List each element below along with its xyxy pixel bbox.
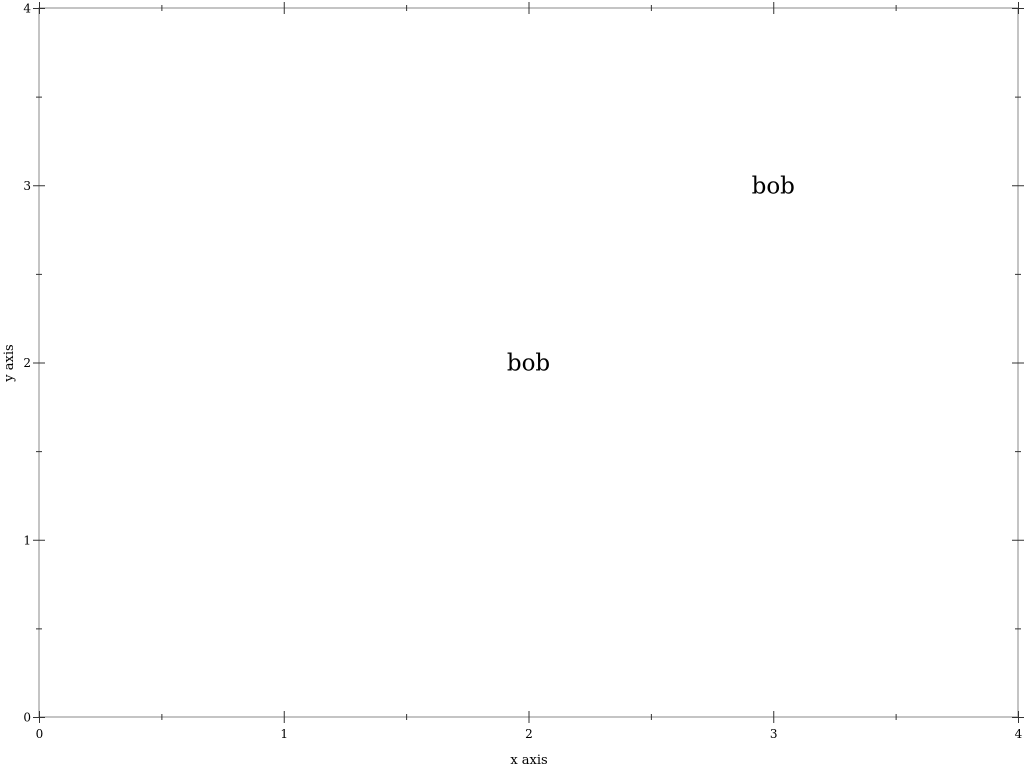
x-tick-label: 1 [280, 727, 288, 741]
y-tick-label: 2 [23, 356, 31, 370]
y-tick-label: 3 [23, 179, 31, 193]
point-label: bob [507, 351, 550, 377]
x-tick-label: 4 [1015, 727, 1023, 741]
x-tick-label: 2 [525, 727, 533, 741]
y-tick-label: 1 [23, 533, 31, 547]
x-axis-label: x axis [510, 753, 547, 768]
y-tick-label: 4 [23, 2, 31, 16]
data-labels: bob bob [507, 173, 795, 376]
tick-marks [33, 2, 1024, 723]
tick-labels: 0 1 2 3 4 0 1 2 3 4 [23, 2, 1022, 742]
x-tick-label: 3 [770, 727, 778, 741]
y-axis-label: y axis [2, 344, 17, 382]
point-label: bob [752, 173, 795, 199]
y-tick-label: 0 [23, 711, 31, 725]
x-tick-label: 0 [36, 727, 44, 741]
